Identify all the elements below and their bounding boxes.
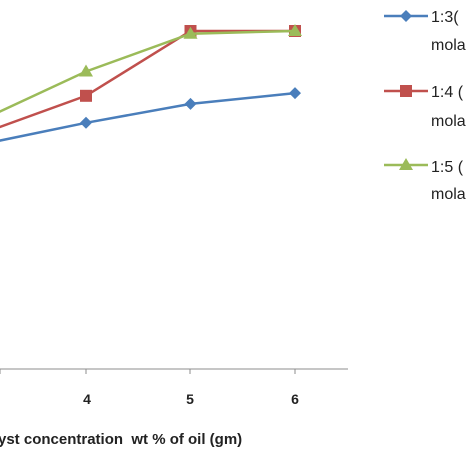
- legend-label-1-line-2: mola: [431, 37, 466, 54]
- series-layer: [0, 24, 302, 142]
- legend: 1:3( mola 1:4 ( mola 1:5 ( mola: [384, 9, 466, 203]
- x-axis-label: yst concentration wt % of oil (gm): [0, 431, 242, 448]
- legend-marker-square: [400, 85, 412, 97]
- legend-item: 1:3( mola: [384, 9, 466, 54]
- legend-marker-triangle: [399, 158, 413, 170]
- legend-label-3-line-2: mola: [431, 186, 466, 203]
- series-line-2: [0, 29, 295, 129]
- legend-marker-diamond: [400, 10, 412, 22]
- series-3-point-triangle: [183, 26, 198, 39]
- series-3-point-triangle: [79, 64, 93, 77]
- x-tick-label: 6: [291, 391, 299, 407]
- series-2-point-square: [80, 89, 92, 102]
- x-tick-label: 4: [83, 391, 91, 407]
- x-tick-label: 5: [186, 391, 194, 407]
- legend-item: 1:4 ( mola: [384, 84, 466, 130]
- series-line-3: [0, 29, 296, 113]
- legend-label-1-line-1: 1:3(: [431, 9, 459, 26]
- series-line-1: [0, 91, 296, 142]
- legend-item: 1:5 ( mola: [384, 158, 466, 203]
- legend-label-2-line-1: 1:4 (: [431, 84, 464, 101]
- legend-label-3-line-1: 1:5 (: [431, 159, 464, 176]
- series-1-point-diamond: [80, 116, 92, 129]
- series-3-point-triangle: [288, 24, 302, 36]
- series-1-point-diamond: [184, 97, 197, 110]
- legend-label-2-line-2: mola: [431, 113, 466, 130]
- series-1-point-diamond: [289, 87, 301, 100]
